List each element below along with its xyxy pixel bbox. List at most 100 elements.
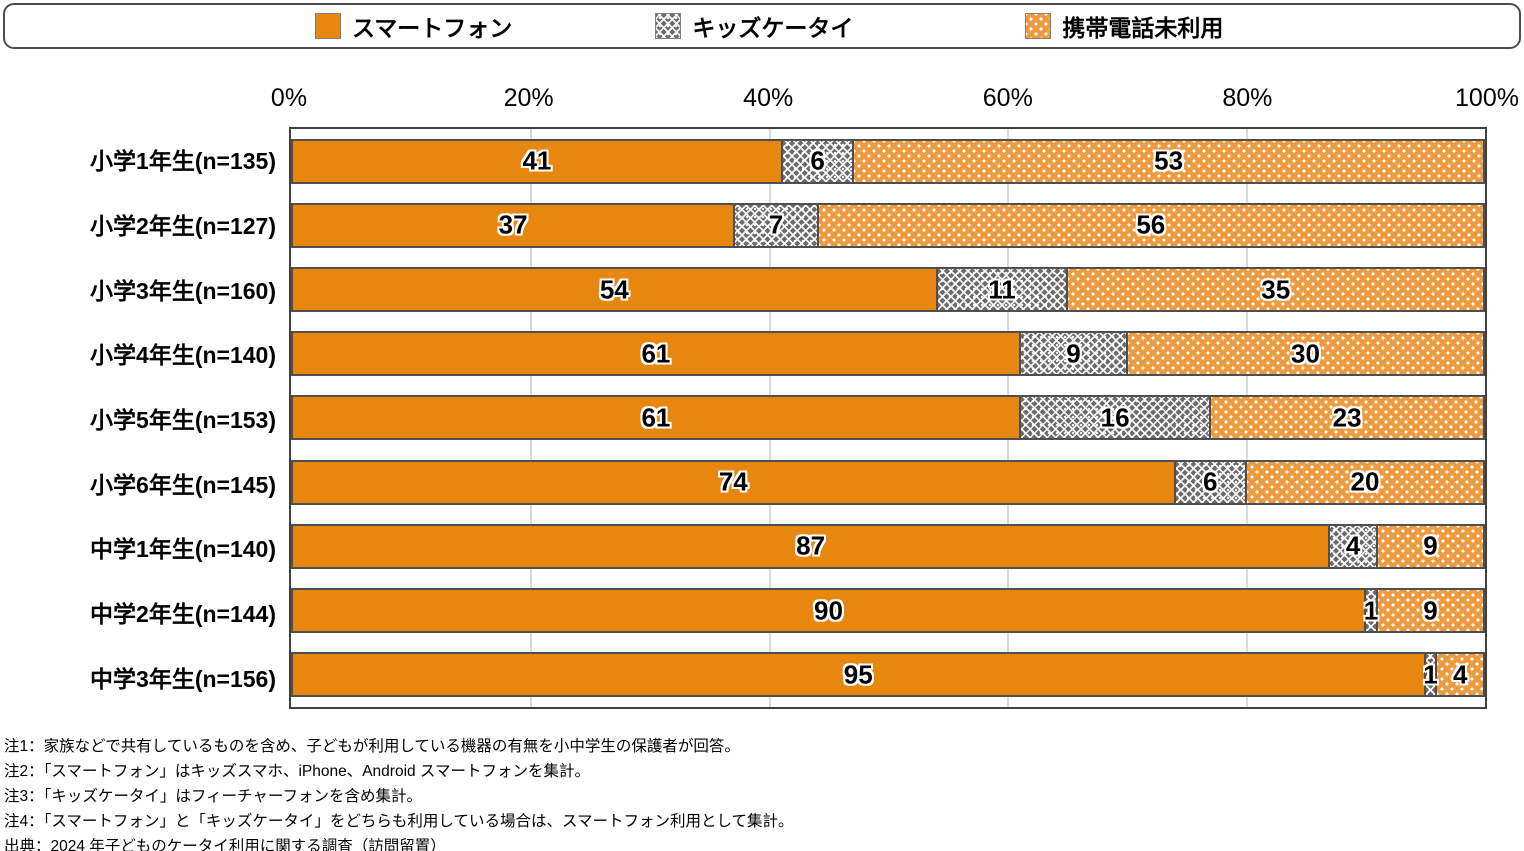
bar-segment-unused: 9 [1375,525,1483,567]
data-label: 95 [843,659,873,690]
legend-item-kids: キッズケータイ [655,9,853,43]
category-label: 小学3年生(n=160) [90,277,276,304]
footnote-1: 注1：家族などで共有しているものを含め、子どもが利用している機器の有無を小中学生… [4,738,740,755]
bar-row: 90 1 9 [291,579,1485,643]
data-label: 20 [1350,466,1380,497]
category-label: 小学1年生(n=135) [90,148,276,175]
bar-row: 95 1 4 [291,643,1485,707]
bar-row: 41 6 53 [291,129,1485,193]
legend-label: 携帯電話未利用 [1062,15,1224,41]
bar-segment-kids: 6 [1173,461,1245,503]
data-label: 1 [1423,659,1438,690]
data-label: 90 [814,595,843,626]
data-label: 35 [1261,274,1291,305]
stacked-bar: 37 7 56 [291,202,1485,248]
source-note: 出典：2024 年子どものケータイ利用に関する調査（訪問留置） [4,838,446,851]
bar-segment-smartphone: 90 [293,590,1364,632]
data-label: 23 [1332,402,1362,433]
axis-tick: 40% [743,84,794,112]
bar-rows: 41 6 53 37 7 56 54 11 35 61 9 30 61 16 23 74 6 20 87 4 9 90 1 9… [291,129,1485,707]
legend-label: スマートフォン [352,15,513,41]
legend: スマートフォン キッズケータイ 携帯電話未利用 [3,3,1521,49]
kids-phone-swatch-icon [655,13,682,39]
bar-segment-smartphone: 61 [293,397,1019,439]
data-label: 9 [1066,338,1081,369]
bar-row: 61 16 23 [291,386,1485,450]
category-label: 中学1年生(n=140) [90,536,276,563]
bar-row: 37 7 56 [291,193,1485,257]
bar-segment-kids: 1 [1364,590,1378,632]
stacked-bar: 61 9 30 [291,331,1485,377]
category-label: 小学4年生(n=140) [90,342,276,369]
footnotes: 注1：家族などで共有しているものを含め、子どもが利用している機器の有無を小中学生… [4,734,794,851]
data-label: 61 [641,402,671,433]
axis-tick: 80% [1222,84,1273,112]
data-label: 30 [1291,338,1320,369]
bar-row: 54 11 35 [291,257,1485,321]
bar-segment-smartphone: 41 [293,140,781,182]
category-axis: 小学1年生(n=135) 小学2年生(n=127) 小学3年生(n=160) 小学4年… [0,127,276,709]
axis-tick: 0% [270,84,308,112]
data-label: 74 [718,466,748,497]
bar-segment-unused: 53 [852,140,1483,182]
legend-item-unused: 携帯電話未利用 [1025,9,1223,43]
data-label: 7 [768,209,784,240]
chart-area: 小学1年生(n=135) 小学2年生(n=127) 小学3年生(n=160) 小学4年… [0,127,1524,709]
footnote-4: 注4：「スマートフォン」と「キッズケータイ」をどちらも利用している場合は、スマー… [4,813,794,830]
data-label: 9 [1423,595,1438,626]
axis-tick: 100% [1455,84,1519,112]
data-label: 6 [810,145,825,176]
category-label: 中学3年生(n=156) [90,665,276,692]
x-axis: 0% 20% 40% 60% 80% 100% [271,84,1519,116]
data-label: 41 [522,145,552,176]
bar-segment-kids: 9 [1018,333,1126,375]
bar-segment-unused: 35 [1066,269,1483,311]
stacked-bar: 90 1 9 [291,588,1485,634]
data-label: 37 [498,209,528,240]
bar-segment-smartphone: 37 [293,204,734,246]
plot-area: 41 6 53 37 7 56 54 11 35 61 9 30 61 16 23 74 6 20 87 4 9 90 1 9… [289,127,1487,709]
data-label: 6 [1203,466,1218,497]
data-label: 11 [988,274,1016,305]
axis-tick: 60% [982,84,1033,112]
bar-row: 87 4 9 [291,514,1485,578]
bar-segment-unused: 4 [1435,654,1483,696]
bar-segment-unused: 23 [1209,397,1483,439]
data-label: 56 [1136,209,1166,240]
stacked-bar: 74 6 20 [291,459,1485,505]
bar-segment-smartphone: 95 [293,654,1424,696]
stacked-bar: 95 1 4 [291,652,1485,698]
bar-segment-kids: 4 [1328,525,1376,567]
axis-tick: 20% [503,84,554,112]
category-label: 中学2年生(n=144) [90,601,276,628]
bar-segment-kids: 16 [1018,397,1210,439]
category-label: 小学5年生(n=153) [90,407,276,434]
bar-segment-unused: 30 [1125,333,1483,375]
category-label: 小学6年生(n=145) [90,471,276,498]
stacked-bar: 54 11 35 [291,267,1485,313]
data-label: 16 [1100,402,1130,433]
smartphone-swatch-icon [315,13,341,39]
bar-segment-kids: 6 [780,140,853,182]
data-label: 61 [641,338,671,369]
legend-label: キッズケータイ [692,15,854,41]
no-phone-swatch-icon [1025,13,1052,39]
data-label: 54 [599,274,629,305]
stacked-bar: 41 6 53 [291,138,1485,184]
bar-segment-smartphone: 87 [293,525,1329,567]
bar-segment-kids: 11 [935,269,1067,311]
bar-row: 61 9 30 [291,322,1485,386]
bar-segment-unused: 9 [1375,590,1483,632]
category-label: 小学2年生(n=127) [90,213,276,239]
bar-segment-unused: 20 [1244,461,1483,503]
stacked-bar: 61 16 23 [291,395,1485,441]
bar-segment-smartphone: 54 [293,269,936,311]
data-label: 4 [1345,530,1361,561]
data-label: 87 [796,530,826,561]
footnote-3: 注3：「キッズケータイ」はフィーチャーフォンを含め集計。 [4,788,422,805]
bar-segment-unused: 56 [816,204,1483,246]
bar-segment-smartphone: 74 [293,461,1174,503]
legend-item-smartphone: スマートフォン [315,9,512,43]
footnote-2: 注2：「スマートフォン」はキッズスマホ、iPhone、Android スマートフ… [4,763,590,780]
